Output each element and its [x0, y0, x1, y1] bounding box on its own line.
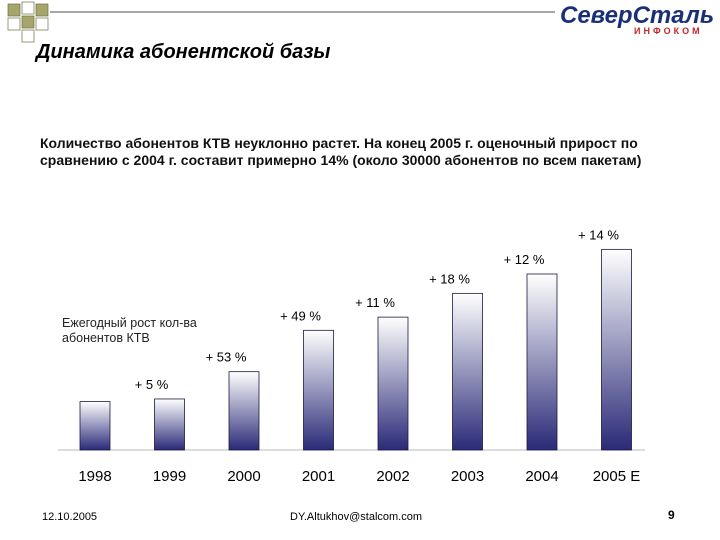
- x-tick-label: 2000: [227, 468, 260, 485]
- decor-square: [21, 1, 35, 15]
- x-tick-label: 2004: [525, 468, 558, 485]
- header-decoration: [7, 1, 555, 43]
- decor-square: [35, 17, 49, 31]
- chart-bar: [526, 273, 558, 451]
- decor-square: [21, 29, 35, 43]
- chart-bar: [79, 401, 111, 451]
- logo-sub-text: ИНФОКОМ: [634, 26, 703, 36]
- slide-title: Динамика абонентской базы: [36, 41, 331, 63]
- chart-bar: [452, 292, 483, 451]
- chart-bar: [303, 329, 334, 451]
- x-tick-label: 1998: [78, 468, 111, 485]
- decor-square: [21, 15, 35, 29]
- growth-label: + 49 %: [280, 308, 321, 323]
- company-logo: СеверСталь ИНФОКОМ: [560, 4, 718, 38]
- decor-square: [35, 3, 49, 17]
- x-tick-label: 2003: [451, 468, 484, 485]
- growth-label: + 14 %: [578, 227, 619, 242]
- growth-label: + 18 %: [429, 271, 470, 286]
- intro-paragraph: Количество абонентов КТВ неуклонно расте…: [40, 135, 642, 168]
- growth-label: + 53 %: [206, 350, 247, 365]
- x-tick-label: 1999: [153, 468, 186, 485]
- x-tick-label: 2002: [376, 468, 409, 485]
- chart-bar: [601, 248, 632, 451]
- logo-main-text: СеверСталь: [560, 2, 715, 29]
- page-number: 9: [668, 508, 675, 522]
- growth-label: + 5 %: [135, 377, 169, 392]
- chart-bar: [228, 371, 260, 451]
- decor-square: [7, 3, 21, 17]
- x-tick-label: 2001: [302, 468, 335, 485]
- footer-email: DY.Altukhov@stalcom.com: [290, 511, 423, 523]
- x-tick-label: 2005 E: [593, 468, 641, 485]
- chart-bar: [377, 316, 409, 451]
- growth-label: + 11 %: [355, 295, 395, 310]
- chart-note: Ежегодный рост кол-ва абонентов КТВ: [62, 316, 197, 345]
- footer-date: 12.10.2005: [42, 511, 98, 523]
- decor-square: [7, 17, 21, 31]
- chart-bar: [154, 398, 185, 451]
- growth-label: + 12 %: [504, 252, 545, 267]
